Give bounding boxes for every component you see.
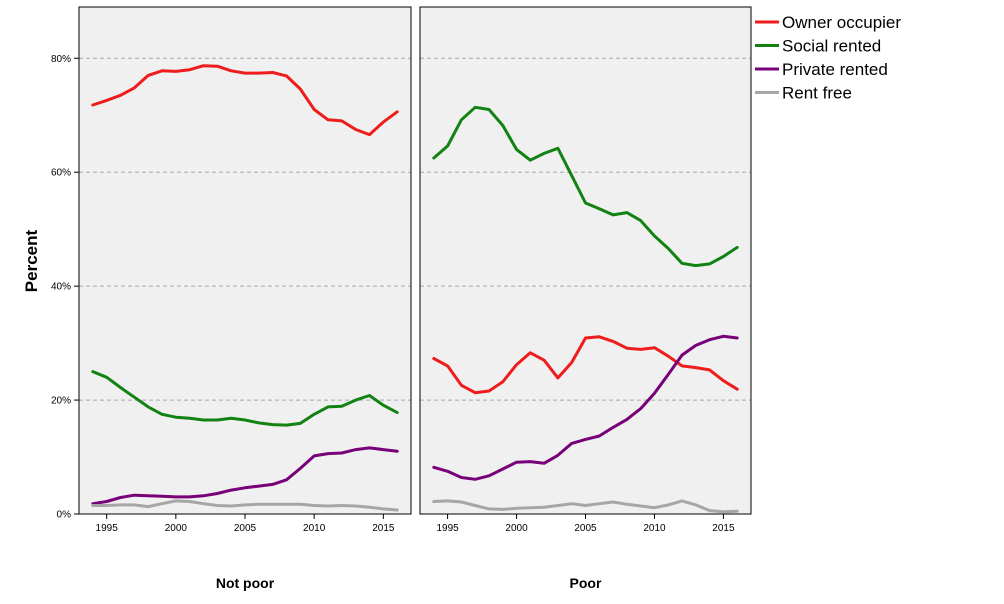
panel-poor: 1995 2000 2005 2010 2015 Poor — [419, 6, 752, 591]
series-line-owner-occupier — [432, 335, 739, 395]
x-tick-label: 2010 — [303, 523, 326, 534]
plot-background — [420, 7, 751, 514]
legend-label-social-rented: Social rented — [782, 37, 881, 56]
series-line-rent-free — [432, 499, 739, 514]
x-tick-label: 2005 — [574, 523, 597, 534]
x-tick-label: 2010 — [643, 523, 666, 534]
series-line-social-rented — [432, 105, 739, 268]
x-tick-label: 1995 — [436, 523, 459, 534]
legend-label-owner-occupier: Owner occupier — [782, 13, 901, 32]
legend-label-private-rented: Private rented — [782, 60, 888, 79]
plot-background — [79, 7, 411, 514]
series-line-social-rented — [91, 370, 399, 427]
panel-label: Not poor — [216, 575, 275, 591]
x-tick-label: 2015 — [712, 523, 735, 534]
x-tick-label: 1995 — [96, 523, 119, 534]
y-tick-label: 80% — [51, 54, 71, 65]
legend-label-rent-free: Rent free — [782, 84, 852, 103]
series-line-owner-occupier — [91, 64, 399, 137]
x-tick-label: 2015 — [372, 523, 395, 534]
y-axis-title: Percent — [22, 229, 41, 292]
series-line-private-rented — [91, 446, 399, 506]
series-line-rent-free — [91, 499, 399, 512]
x-tick-label: 2005 — [234, 523, 257, 534]
y-tick-label: 40% — [51, 282, 71, 293]
y-tick-label: 60% — [51, 168, 71, 179]
panel-not-poor: 1995 2000 2005 2010 2015 Not poor — [78, 6, 412, 591]
x-tick-label: 2000 — [165, 523, 188, 534]
legend: Owner occupier Social rented Private rente… — [755, 13, 901, 103]
panel-label: Poor — [570, 575, 602, 591]
y-tick-label: 20% — [51, 396, 71, 407]
series-line-private-rented — [432, 334, 739, 481]
x-tick-label: 2000 — [505, 523, 528, 534]
y-tick-label: 0% — [57, 510, 72, 521]
